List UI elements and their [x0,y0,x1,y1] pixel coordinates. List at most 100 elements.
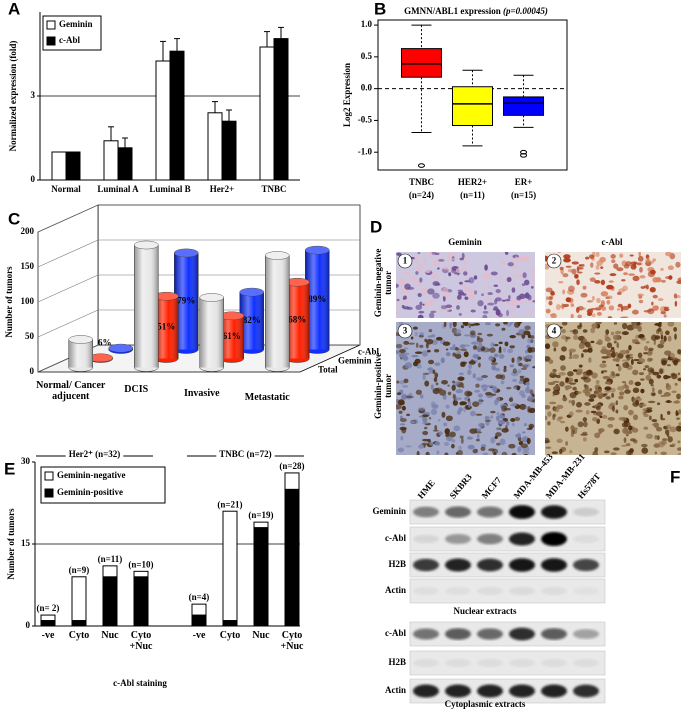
cell [594,432,601,439]
cell [396,380,400,384]
bar [169,50,185,181]
x-tick-label: Normal/ Cancer adjucent [36,380,106,402]
cell [420,288,427,294]
cell [517,369,522,374]
cell [625,433,629,437]
image-number: 3 [403,326,408,336]
cell [577,271,583,274]
y-tick-label: 0 [31,174,36,184]
grid-line [37,274,99,303]
cell [654,434,658,440]
cell [604,336,611,342]
cell [638,403,647,407]
cylinder-top [305,245,330,255]
cell [647,367,655,373]
cell [585,256,590,260]
band [445,628,471,640]
depth-label: c-Abl [358,347,379,357]
cell [401,288,407,295]
cell [676,417,680,420]
cell [585,410,590,415]
cell [434,362,441,366]
cell [565,388,569,391]
cell [630,358,634,366]
cell [561,322,568,326]
cell [488,356,494,361]
y-tick-label: 0.5 [361,51,373,61]
bar [51,151,67,181]
cell [638,372,645,376]
cell [421,442,429,446]
cell [629,356,634,359]
cell [442,295,446,302]
y-tick-label: 50 [25,331,35,341]
band [573,587,599,595]
cell [667,335,672,342]
cell [514,416,521,422]
cell [526,437,531,445]
cell [516,358,520,365]
cell [559,266,564,271]
cell [632,387,640,393]
cell [468,323,471,329]
cell [545,437,550,444]
cell [503,365,507,370]
cell [643,368,646,371]
cell [665,276,673,280]
cell [499,438,506,445]
cell [552,380,560,383]
cell [596,311,602,316]
band [477,628,503,640]
cell [523,330,531,336]
cell [502,413,505,416]
cell [551,372,557,376]
cell [557,416,564,420]
cell [547,421,551,426]
y-tick-label: 100 [21,296,35,306]
band [573,658,599,668]
row-label: Geminin [372,506,406,516]
cell [464,296,469,300]
cell [439,389,447,396]
cell [594,280,601,284]
cell [488,312,496,315]
y-tick-label: -1.0 [358,146,373,156]
percent-label: 89% [308,294,326,304]
band [445,533,471,545]
bar-segment [253,527,269,627]
cell [651,422,659,427]
cell [600,266,604,270]
cell [577,325,582,330]
cell [591,295,595,301]
cell [477,342,483,349]
cell [434,441,441,446]
bar-segment [40,620,56,627]
cell [468,277,475,284]
section-label: Nuclear extracts [453,606,517,616]
y-tick-label: 30 [21,456,31,466]
cell [663,335,667,342]
cell [519,377,525,382]
cell [523,453,528,455]
cell [466,287,474,293]
cell [573,335,579,341]
cell [613,334,621,341]
cell [498,349,502,354]
band [477,684,503,698]
cell [527,406,531,412]
n-label: (n=11) [460,190,485,200]
cell [562,303,570,308]
cell [400,423,406,426]
cell [665,330,670,336]
cell [645,433,653,439]
cell [656,374,662,379]
band [477,658,503,668]
band [477,533,503,545]
cell [493,353,499,358]
cylinder-top-light [285,278,310,287]
cell [592,252,596,255]
cell [512,265,518,269]
percent-label: 61% [223,331,241,341]
cell [495,309,501,316]
cell [562,289,566,295]
